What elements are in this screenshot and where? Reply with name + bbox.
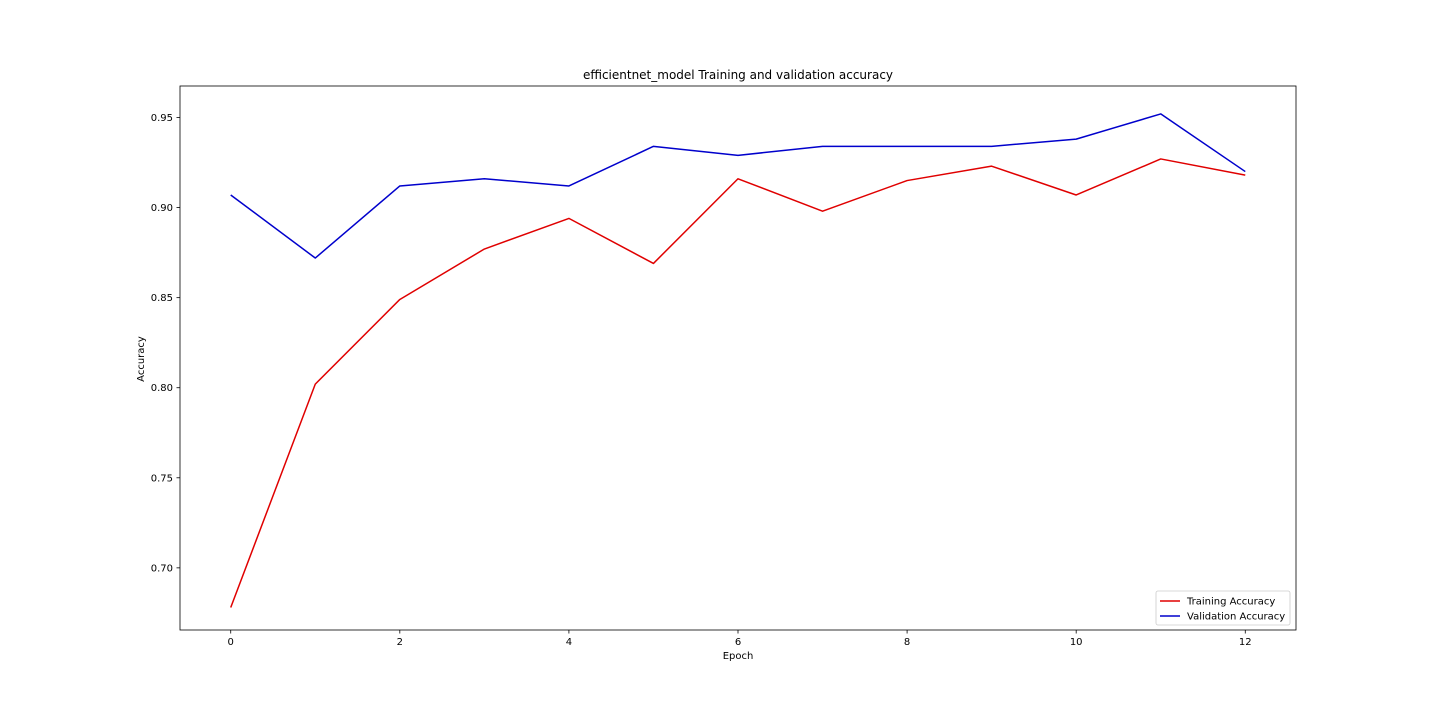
y-axis-label: Accuracy (136, 336, 147, 382)
x-tick-label: 4 (566, 637, 572, 648)
legend-box (1155, 590, 1291, 626)
x-tick-label: 2 (397, 637, 403, 648)
legend-entry-label: Validation Accuracy (1187, 612, 1285, 623)
x-tick-label: 8 (904, 637, 910, 648)
x-tick-label: 10 (1070, 637, 1083, 648)
chart-title: efficientnet_model Training and validati… (583, 68, 893, 82)
training-accuracy-line (230, 158, 1246, 608)
y-tick-label: 0.70 (151, 563, 173, 574)
legend: Training Accuracy Validation Accuracy (1155, 590, 1291, 626)
plot-area-frame (179, 85, 1297, 631)
legend-entry-label: Training Accuracy (1186, 597, 1275, 608)
x-tick-label: 6 (735, 637, 741, 648)
x-tick-label: 0 (228, 637, 234, 648)
validation-accuracy-line (230, 113, 1246, 259)
y-tick-label: 0.85 (151, 293, 173, 304)
y-tick-label: 0.80 (151, 383, 173, 394)
x-tick-label: 12 (1239, 637, 1252, 648)
x-axis-label: Epoch (723, 651, 754, 662)
y-tick-label: 0.95 (151, 113, 173, 124)
y-tick-label: 0.90 (151, 203, 173, 214)
y-tick-label: 0.75 (151, 473, 173, 484)
